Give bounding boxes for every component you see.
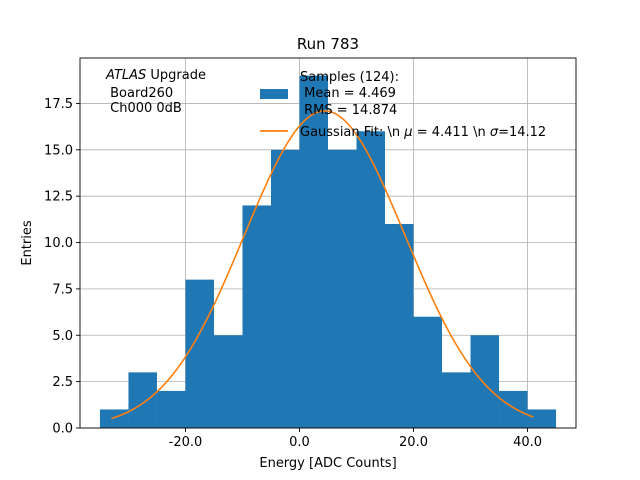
- histogram-bar: [242, 205, 271, 428]
- plot-frame: [79, 57, 577, 429]
- atlas-label: ATLAS Upgrade: [105, 68, 206, 83]
- atlas-upgrade: Upgrade: [146, 68, 206, 83]
- y-tick-label: 0.0: [52, 422, 73, 437]
- histogram-bar: [499, 390, 528, 428]
- legend-samples-mean: Mean = 4.469: [300, 86, 396, 101]
- board-label: Board260: [106, 86, 173, 101]
- histogram-bars: [99, 75, 557, 428]
- x-tick-label: -20.0: [169, 435, 203, 450]
- histogram-bar: [413, 316, 443, 428]
- legend-fit-prefix: Gaussian Fit: \n: [300, 125, 404, 140]
- histogram-bar: [328, 149, 357, 428]
- histogram-bar: [156, 390, 186, 428]
- histogram-bar: [385, 223, 414, 428]
- y-tick-label: 10.0: [44, 236, 73, 251]
- legend-fit-suffix: =14.12: [498, 125, 546, 140]
- histogram-bar: [470, 335, 500, 428]
- chart-title: Run 783: [297, 35, 359, 53]
- histogram-bar: [442, 372, 471, 428]
- channel-label: Ch000 0dB: [106, 101, 182, 116]
- histogram-bar: [299, 75, 328, 428]
- histogram-bar: [128, 372, 157, 428]
- x-tick-label: 0.0: [289, 435, 310, 450]
- x-axis-ticks: -20.0 0.0 20.0 40.0: [169, 428, 542, 450]
- histogram-bar: [185, 279, 214, 428]
- legend-samples-rms: RMS = 14.874: [300, 103, 397, 118]
- y-tick-label: 12.5: [44, 190, 73, 205]
- legend-fit-label: Gaussian Fit: \n μ = 4.411 \n σ=14.12: [300, 125, 546, 140]
- histogram-bar: [356, 131, 386, 428]
- legend-fit-mu: μ: [403, 125, 412, 140]
- y-tick-label: 5.0: [52, 329, 73, 344]
- gaussian-fit-curve: [111, 110, 534, 420]
- y-tick-label: 2.5: [52, 375, 73, 390]
- histogram-bar: [99, 409, 129, 428]
- legend: Samples (124): Mean = 4.469 RMS = 14.874…: [260, 70, 546, 140]
- legend-fit-sigma: σ: [490, 125, 499, 140]
- y-axis-label: Entries: [20, 220, 35, 266]
- y-tick-label: 15.0: [44, 143, 73, 158]
- y-tick-label: 7.5: [52, 282, 73, 297]
- x-tick-label: 20.0: [399, 435, 428, 450]
- histogram-bar: [213, 335, 243, 428]
- legend-samples-title: Samples (124):: [300, 70, 399, 85]
- y-axis-ticks: 0.0 2.5 5.0 7.5 10.0 12.5 15.0 17.5: [44, 97, 80, 437]
- legend-samples-swatch: [260, 89, 288, 99]
- atlas-annotation: ATLAS Upgrade Board260 Ch000 0dB: [105, 68, 206, 116]
- x-tick-label: 40.0: [513, 435, 542, 450]
- x-axis-label: Energy [ADC Counts]: [259, 456, 396, 471]
- legend-fit-mid: = 4.411 \n: [413, 125, 490, 140]
- atlas-italic: ATLAS: [105, 68, 146, 83]
- histogram-bar: [270, 149, 300, 428]
- histogram-bar: [527, 409, 557, 428]
- y-tick-label: 17.5: [44, 97, 73, 112]
